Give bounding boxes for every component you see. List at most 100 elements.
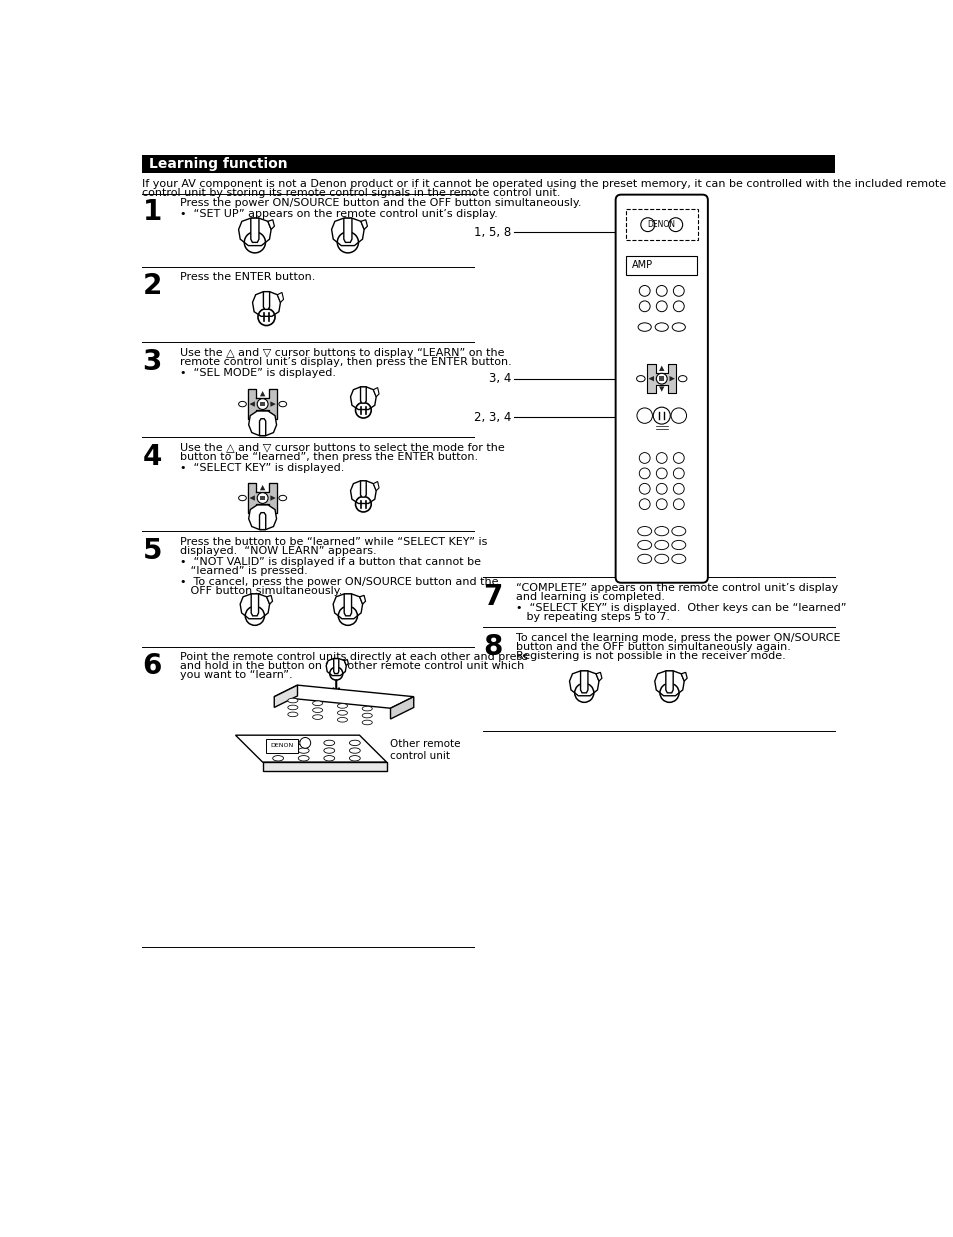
Ellipse shape <box>298 748 309 753</box>
Polygon shape <box>344 594 352 616</box>
Polygon shape <box>259 391 265 396</box>
Polygon shape <box>249 495 254 501</box>
Bar <box>260 402 265 407</box>
Circle shape <box>639 453 649 464</box>
Circle shape <box>656 453 666 464</box>
Text: 1: 1 <box>142 198 162 226</box>
Ellipse shape <box>637 527 651 536</box>
Polygon shape <box>360 481 366 497</box>
Circle shape <box>639 499 649 510</box>
Ellipse shape <box>654 554 668 564</box>
Polygon shape <box>259 506 265 511</box>
Text: DENON: DENON <box>647 220 675 229</box>
Polygon shape <box>334 658 338 674</box>
Ellipse shape <box>273 740 283 746</box>
Ellipse shape <box>654 527 668 536</box>
Circle shape <box>656 301 666 312</box>
Polygon shape <box>253 292 280 317</box>
Ellipse shape <box>671 554 685 564</box>
Polygon shape <box>240 594 270 618</box>
Ellipse shape <box>278 495 286 501</box>
Circle shape <box>673 453 683 464</box>
Ellipse shape <box>337 704 347 709</box>
Ellipse shape <box>313 701 322 705</box>
Polygon shape <box>580 670 587 693</box>
Polygon shape <box>259 418 266 435</box>
Polygon shape <box>373 481 378 491</box>
Polygon shape <box>270 401 275 407</box>
Polygon shape <box>654 670 683 695</box>
Text: remote control unit’s display, then press the ENTER button.: remote control unit’s display, then pres… <box>179 357 511 367</box>
Text: 8: 8 <box>483 633 502 661</box>
Polygon shape <box>646 364 676 393</box>
Text: “learned” is pressed.: “learned” is pressed. <box>179 565 307 575</box>
Ellipse shape <box>323 748 335 753</box>
Text: 4: 4 <box>142 443 162 470</box>
Circle shape <box>668 218 682 231</box>
Bar <box>659 376 663 381</box>
Polygon shape <box>333 594 362 618</box>
Ellipse shape <box>273 748 283 753</box>
Ellipse shape <box>349 740 360 746</box>
Text: 1, 5, 8: 1, 5, 8 <box>474 226 511 239</box>
Ellipse shape <box>671 527 685 536</box>
Ellipse shape <box>278 401 286 407</box>
Ellipse shape <box>313 708 322 713</box>
Circle shape <box>670 408 686 423</box>
Ellipse shape <box>313 715 322 720</box>
Ellipse shape <box>671 541 685 549</box>
Polygon shape <box>344 659 348 666</box>
Text: 3: 3 <box>142 348 162 376</box>
Polygon shape <box>360 387 366 403</box>
Text: OFF button simultaneously.: OFF button simultaneously. <box>179 586 342 596</box>
Ellipse shape <box>362 714 372 717</box>
Polygon shape <box>235 735 386 762</box>
Circle shape <box>673 468 683 479</box>
Text: displayed.  “NOW LEARN” appears.: displayed. “NOW LEARN” appears. <box>179 546 375 555</box>
Polygon shape <box>669 376 674 381</box>
Polygon shape <box>248 484 277 512</box>
Ellipse shape <box>288 713 297 716</box>
Circle shape <box>673 499 683 510</box>
Ellipse shape <box>273 756 283 761</box>
Ellipse shape <box>672 323 684 332</box>
Ellipse shape <box>298 756 309 761</box>
Polygon shape <box>251 218 258 242</box>
Circle shape <box>656 484 666 494</box>
Text: 2: 2 <box>142 272 162 301</box>
Text: button and the OFF button simultaneously again.: button and the OFF button simultaneously… <box>516 642 790 652</box>
Text: Press the button to be “learned” while “SELECT KEY” is: Press the button to be “learned” while “… <box>179 537 487 547</box>
FancyBboxPatch shape <box>266 738 298 753</box>
Polygon shape <box>259 485 265 490</box>
Ellipse shape <box>349 748 360 753</box>
Circle shape <box>656 468 666 479</box>
Ellipse shape <box>349 756 360 761</box>
Text: If your AV component is not a Denon product or if it cannot be operated using th: If your AV component is not a Denon prod… <box>142 179 945 189</box>
Circle shape <box>673 484 683 494</box>
Text: DENON: DENON <box>270 743 294 748</box>
Polygon shape <box>274 685 414 709</box>
Polygon shape <box>680 673 686 682</box>
Polygon shape <box>343 218 352 242</box>
Text: by repeating steps 5 to 7.: by repeating steps 5 to 7. <box>516 612 669 622</box>
Polygon shape <box>569 670 598 695</box>
Polygon shape <box>596 673 601 682</box>
Polygon shape <box>268 220 274 229</box>
Polygon shape <box>249 401 254 407</box>
Ellipse shape <box>323 740 335 746</box>
Text: •  “NOT VALID” is displayed if a button that cannot be: • “NOT VALID” is displayed if a button t… <box>179 557 480 567</box>
Polygon shape <box>350 387 375 409</box>
Polygon shape <box>262 762 386 772</box>
FancyBboxPatch shape <box>142 155 835 173</box>
Text: 5: 5 <box>142 537 162 564</box>
Ellipse shape <box>637 541 651 549</box>
Ellipse shape <box>636 376 644 382</box>
Text: Use the △ and ▽ cursor buttons to select the mode for the: Use the △ and ▽ cursor buttons to select… <box>179 443 504 453</box>
Polygon shape <box>360 220 367 229</box>
Circle shape <box>639 301 649 312</box>
Polygon shape <box>326 658 346 675</box>
Circle shape <box>639 286 649 297</box>
Ellipse shape <box>678 376 686 382</box>
Circle shape <box>257 492 268 503</box>
Polygon shape <box>332 218 364 246</box>
